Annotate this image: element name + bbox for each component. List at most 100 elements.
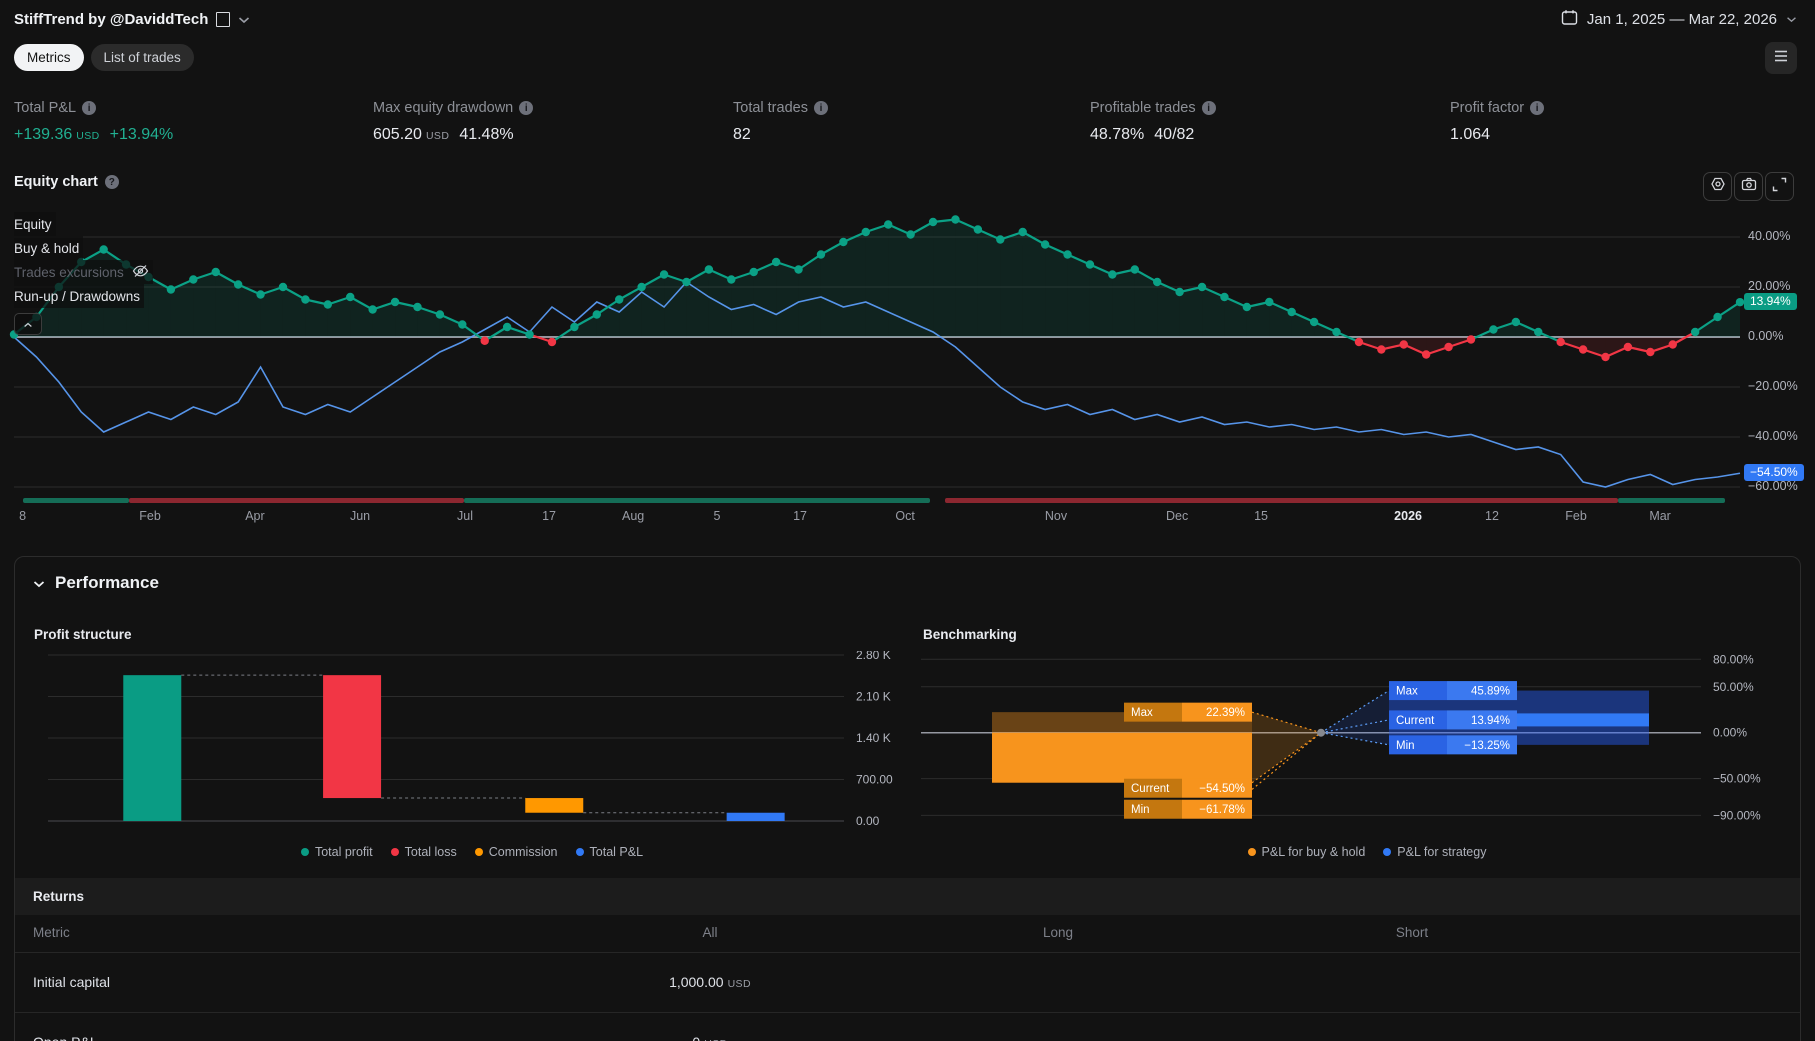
legend-dot [575,848,584,856]
collapse-legend-button[interactable] [14,313,42,335]
returns-title: Returns [33,889,85,904]
help-icon[interactable]: ? [104,175,119,189]
column-header-all: All [702,925,718,940]
info-icon[interactable]: i [813,101,828,115]
row-metric-label: Open P&L [33,1034,98,1041]
metric-value-number: 82 [733,126,751,143]
x-tick-label: Feb [1565,509,1587,523]
svg-text:1.40 K: 1.40 K [856,731,891,745]
metrics-row: Total P&L i +139.36 USD +13.94% Max equity dr… [14,100,1801,144]
returns-section-header: Returns [15,878,1800,915]
row-metric-label: Initial capital [33,974,111,990]
tab-metrics[interactable]: Metrics [14,44,84,71]
legend-item-trades-excursions[interactable]: Trades excursions [14,260,153,284]
metric-label-text: Total P&L [14,100,77,116]
svg-text:22.39%: 22.39% [1206,707,1245,719]
legend-item-label: Trades excursions [14,264,124,280]
svg-text:Max: Max [1131,707,1153,719]
chevron-down-icon [33,573,45,593]
legend-item-p-l-for-buy-hold[interactable]: P&L for buy & hold [1247,845,1366,859]
x-tick-label: Nov [1044,509,1068,523]
rocket-emoji-placeholder [216,12,231,27]
table-row: Initial capital 1,000.00 USD [15,952,1800,1013]
performance-section-toggle[interactable]: Performance [33,573,159,593]
equity-chart[interactable]: 40.00% 20.00% 0.00% −20.00% −40.00% −60.00% 13… [0,200,1815,500]
legend-item-run-up-drawdowns[interactable]: Run-up / Drawdowns [14,284,145,308]
metric-label: Profit factor i [1450,100,1801,116]
x-tick-label: 12 [1485,509,1499,523]
metric-value-extra: 41.48% [459,126,514,143]
returns-table-header: Metric All Long Short [15,915,1800,953]
metric-value-extra: +13.94% [109,126,174,143]
fullscreen-button[interactable] [1765,172,1794,201]
eye-off-icon [132,264,149,281]
view-tabs: Metrics List of trades [0,40,1815,80]
row-value-number: 0 [692,1034,700,1041]
metric-value-extra: 40/82 [1154,126,1195,143]
metric-value: 1.064 [1450,126,1801,144]
metric-value-number: 605.20 [373,126,422,143]
top-bar: StiffTrend by @DaviddTech Jan 1, 2025 — … [0,0,1815,40]
column-header-long: Long [1042,925,1074,940]
tab-list-of-trades[interactable]: List of trades [90,44,194,71]
date-range-picker[interactable]: Jan 1, 2025 — Mar 22, 2026 [1561,9,1797,30]
legend-label: P&L for buy & hold [1261,845,1366,859]
y-tick-label: 20.00% [1748,279,1791,293]
svg-text:45.89%: 45.89% [1471,686,1510,698]
date-range-label: Jan 1, 2025 — Mar 22, 2026 [1586,11,1777,28]
y-tick-label: −40.00% [1748,429,1798,443]
x-tick-label: Dec [1166,509,1189,523]
legend-label: Total loss [404,845,457,859]
metric-value-unit: USD [76,130,100,142]
x-tick-label: 15 [1254,509,1268,523]
row-value-unit: USD [704,1038,727,1041]
svg-text:80.00%: 80.00% [1713,652,1754,666]
metric-label: Total P&L i [14,100,373,116]
legend-item-p-l-for-strategy[interactable]: P&L for strategy [1383,845,1486,859]
info-icon[interactable]: i [1530,101,1545,115]
benchmarking-legend: P&L for buy & hold P&L for strategy [921,845,1813,859]
legend-item-total-profit[interactable]: Total profit [300,845,373,859]
x-tick-label: 17 [793,509,807,523]
x-tick-label: 5 [713,509,721,523]
equity-x-axis: 8 Feb Apr Jun Jul 17 Aug 5 17 Oct Nov Dec 15 2026 12 Fe… [0,498,1815,532]
metric-label-text: Max equity drawdown [373,100,514,116]
legend-item-buy-hold[interactable]: Buy & hold [14,236,84,260]
legend-dot [474,848,483,856]
metric-label: Total trades i [733,100,1090,116]
svg-text:0.00: 0.00 [856,814,880,828]
column-header-short: Short [1395,925,1429,940]
metric-value: 605.20 USD 41.48% [373,126,733,144]
y-tick-label: 40.00% [1748,229,1791,243]
metric-value-number: 48.78% [1090,126,1145,143]
x-tick-label: Apr [245,509,265,523]
svg-text:13.94%: 13.94% [1471,715,1510,727]
fullscreen-icon [1772,177,1787,197]
y-tick-label: −20.00% [1748,379,1798,393]
svg-text:700.00: 700.00 [856,773,893,787]
legend-item-commission[interactable]: Commission [474,845,558,859]
metric-label: Profitable trades i [1090,100,1450,116]
layout-menu-button[interactable] [1765,42,1797,74]
svg-text:Current: Current [1396,715,1435,727]
market-direction-strip [128,498,464,503]
chevron-up-icon [23,315,33,333]
svg-text:0.00%: 0.00% [1713,726,1747,740]
chart-settings-button[interactable] [1703,172,1732,201]
x-tick-label: Aug [621,509,645,523]
profit-structure-title: Profit structure [34,627,132,642]
strategy-title-menu[interactable]: StiffTrend by @DaviddTech [14,11,250,28]
legend-item-total-p-l[interactable]: Total P&L [575,845,643,859]
metric-label-text: Profitable trades [1090,100,1196,116]
snapshot-button[interactable] [1734,172,1763,201]
legend-dot [1383,848,1392,856]
svg-text:Max: Max [1396,686,1418,698]
page-title: StiffTrend by @DaviddTech [14,11,209,28]
legend-item-total-loss[interactable]: Total loss [390,845,457,859]
info-icon[interactable]: i [519,101,534,115]
info-icon[interactable]: i [82,101,97,115]
info-icon[interactable]: i [1201,101,1216,115]
metric-total-p-l: Total P&L i +139.36 USD +13.94% [14,100,373,144]
performance-title: Performance [55,573,159,592]
legend-item-equity[interactable]: Equity [14,212,56,236]
